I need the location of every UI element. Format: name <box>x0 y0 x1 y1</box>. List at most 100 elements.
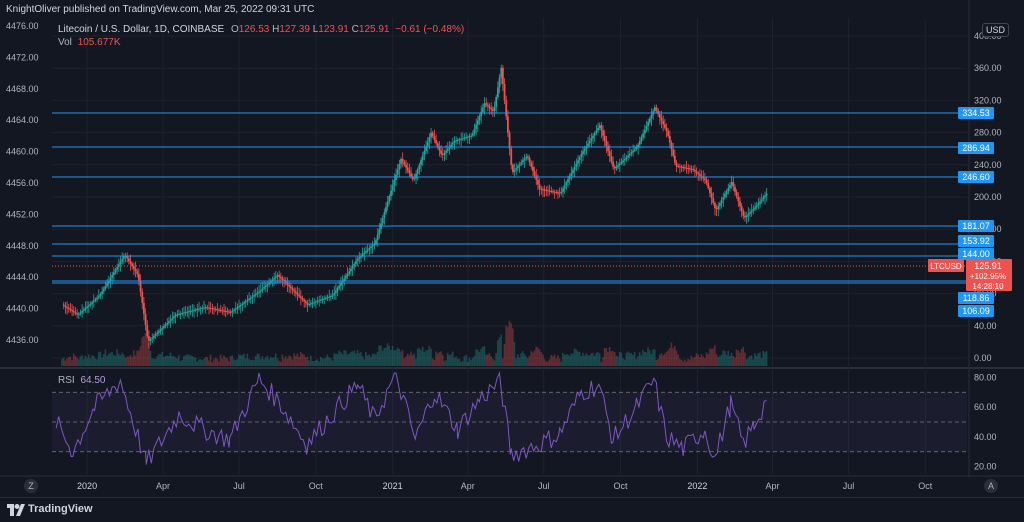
candle-body <box>420 160 422 165</box>
candle-body <box>533 171 536 176</box>
volume-bar <box>101 357 103 366</box>
volume-bar <box>563 354 566 366</box>
volume-bar <box>288 355 290 366</box>
candle-body <box>137 273 140 281</box>
volume-bar <box>580 355 583 366</box>
volume-bar <box>243 353 245 366</box>
candle-body <box>213 308 215 310</box>
candle-body <box>672 149 675 156</box>
volume-bar <box>198 359 200 366</box>
volume-bar <box>749 355 751 366</box>
candle-body <box>204 307 207 309</box>
volume-bar <box>506 326 509 366</box>
candle-body <box>553 191 556 193</box>
volume-bar <box>710 348 713 366</box>
volume-bar <box>99 351 102 366</box>
volume-bar <box>420 350 422 366</box>
candle-body <box>206 307 209 309</box>
volume-bar <box>719 356 721 366</box>
volume-bar <box>762 350 765 366</box>
candle-body <box>605 140 608 146</box>
candle-body <box>176 314 179 316</box>
volume-bar <box>543 359 546 366</box>
current-price-badge <box>966 259 1012 291</box>
candle-body <box>376 234 379 241</box>
candle-body <box>174 314 177 317</box>
volume-bar <box>488 353 491 366</box>
candle-body <box>528 157 531 163</box>
volume-bar <box>156 356 158 366</box>
currency-button[interactable]: USD <box>982 23 1010 37</box>
candle-body <box>623 158 626 161</box>
volume-bar <box>74 355 77 366</box>
candle-body <box>765 193 768 196</box>
candle-body <box>345 276 347 279</box>
volume-bar <box>643 352 646 366</box>
candle-body <box>503 84 506 101</box>
volume-bar <box>268 359 270 366</box>
candle-body <box>750 210 753 213</box>
candle-body <box>535 175 538 181</box>
candle-body <box>158 331 160 333</box>
candle-body <box>219 309 222 311</box>
volume-bar <box>174 357 177 366</box>
candle-body <box>386 201 389 208</box>
right-axis-tick: 40.00 <box>974 321 997 331</box>
a-button[interactable]: A <box>984 479 998 493</box>
candle-body <box>522 160 524 163</box>
candle-body <box>577 160 579 164</box>
publish-line: KnightOliver published on TradingView.co… <box>6 4 315 15</box>
candle-body <box>119 261 122 265</box>
candle-body <box>186 311 189 313</box>
candle-body <box>496 87 499 98</box>
volume-bar <box>600 362 603 366</box>
volume-bar <box>86 357 88 366</box>
volume-bar <box>622 358 624 366</box>
candle-body <box>258 291 261 293</box>
candle-body <box>151 337 154 340</box>
candle-body <box>264 285 267 288</box>
legend-volume-row: Vol 105.677K <box>58 37 121 48</box>
volume-bar <box>658 354 661 366</box>
left-axis-tick: 4448.00 <box>6 241 39 251</box>
volume-bar <box>478 351 481 366</box>
candle-body <box>490 107 493 110</box>
candle-body <box>486 104 489 107</box>
left-axis-tick: 4444.00 <box>6 272 39 282</box>
volume-bar <box>635 359 638 366</box>
x-tick-label: Apr <box>461 481 475 491</box>
z-button[interactable]: Z <box>24 479 38 493</box>
candle-body <box>602 130 604 136</box>
volume-bar <box>585 353 588 366</box>
candle-body <box>189 310 192 312</box>
volume-bar <box>550 354 553 366</box>
volume-bar <box>610 351 613 366</box>
volume-bar <box>398 349 401 366</box>
volume-bar <box>348 353 350 366</box>
volume-bar <box>378 345 381 366</box>
volume-bar <box>465 355 467 366</box>
candle-body <box>324 297 327 299</box>
candle-body <box>289 286 292 289</box>
candle-body <box>153 335 155 338</box>
volume-bar <box>134 355 137 366</box>
volume-bar <box>136 350 138 366</box>
volume-bar <box>326 354 329 366</box>
volume-bar <box>695 353 698 366</box>
candle-body <box>749 212 751 215</box>
candle-body <box>466 136 469 138</box>
candle-body <box>508 132 511 149</box>
volume-bar <box>532 352 534 366</box>
volume-bar <box>127 356 130 366</box>
candle-body <box>558 192 561 194</box>
volume-bar <box>308 360 310 366</box>
left-axis-tick: 4476.00 <box>6 21 39 31</box>
candle-body <box>101 291 104 295</box>
candle-body <box>346 273 349 277</box>
volume-bar <box>213 359 215 366</box>
candle-body <box>740 206 743 211</box>
candle-body <box>660 117 663 121</box>
volume-bar <box>112 354 115 366</box>
volume-bar <box>393 350 396 366</box>
volume-bar <box>530 351 532 366</box>
